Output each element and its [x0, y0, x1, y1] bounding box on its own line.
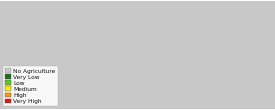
Legend: No Agriculture, Very Low, Low, Medium, High, Very High: No Agriculture, Very Low, Low, Medium, H… [3, 66, 58, 106]
